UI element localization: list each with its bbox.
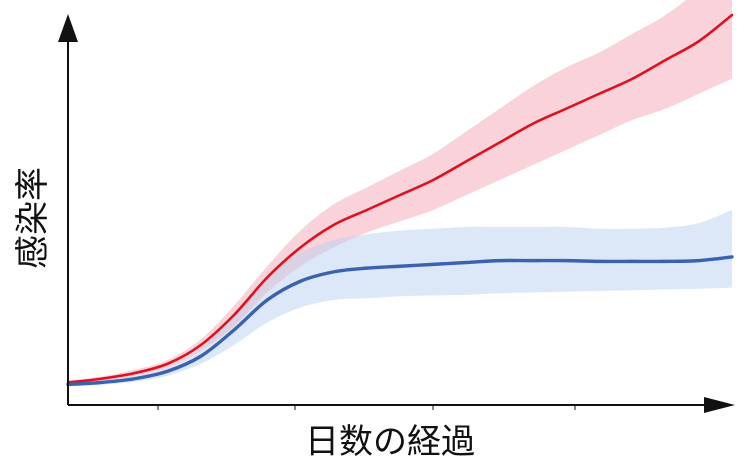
x-axis-arrow-icon	[704, 397, 735, 413]
x-axis-label: 日数の経過	[305, 422, 475, 462]
y-axis-label: 感染率	[13, 167, 53, 269]
series-line-2	[66, 255, 734, 387]
confidence-bands	[68, 0, 732, 387]
axes	[58, 14, 735, 413]
series-lines	[66, 13, 734, 387]
series-line-1	[66, 13, 734, 384]
x-axis-ticks	[157, 405, 576, 410]
y-axis-arrow-icon	[58, 14, 78, 42]
confidence-band-series-2	[68, 210, 732, 387]
confidence-band-series-1	[68, 0, 732, 385]
